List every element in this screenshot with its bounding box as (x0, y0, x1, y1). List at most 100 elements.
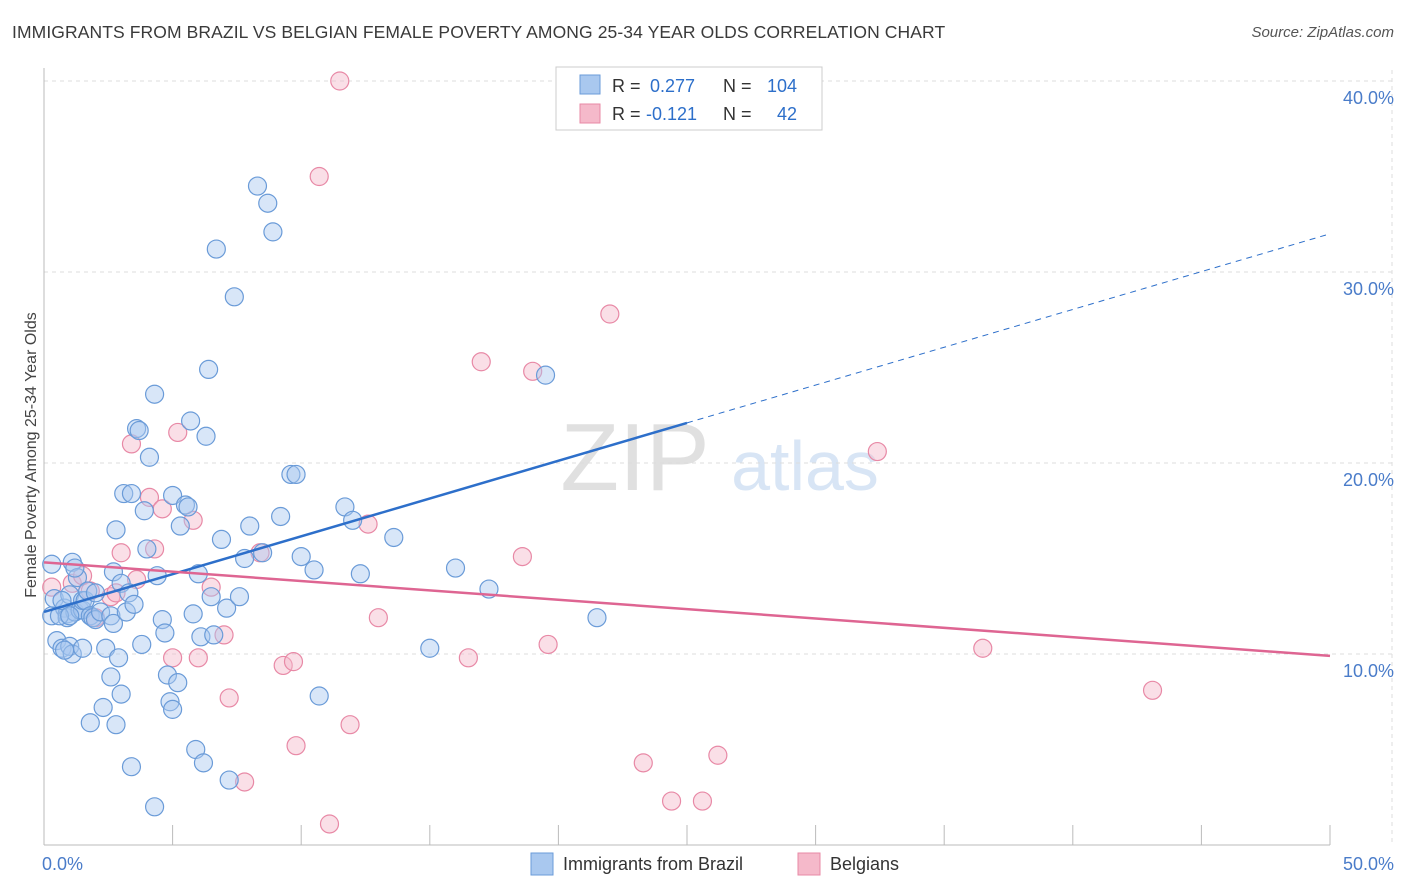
x-tick-label-min: 0.0% (42, 854, 83, 874)
belgians-point-38 (661, 791, 682, 811)
belgians-point-41 (867, 441, 887, 462)
brazil-point-63 (211, 529, 232, 550)
axes (43, 68, 1331, 846)
brazil-point-50 (168, 673, 188, 693)
belgians-point-22 (273, 655, 293, 676)
belgians-point-11 (144, 539, 165, 559)
brazil-point-65 (219, 770, 239, 790)
brazil-point-32 (116, 602, 136, 622)
brazil-point-79 (309, 686, 329, 706)
grid-lines (44, 70, 1393, 845)
brazil-point-54 (181, 411, 201, 431)
brazil-point-72 (258, 193, 278, 213)
brazil-point-103 (65, 558, 85, 578)
brazil-point-37 (129, 420, 149, 441)
belgians-point-28 (340, 715, 360, 735)
legend-swatch-brazil (530, 852, 554, 876)
watermark-atlas: atlas (731, 427, 879, 505)
brazil-point-46 (157, 665, 178, 685)
brazil-point-92 (101, 667, 121, 687)
belgians-point-24 (286, 736, 306, 756)
brazil-point-78 (304, 560, 324, 580)
brazil-point-101 (54, 640, 75, 660)
stats-n-value-brazil: 104 (767, 76, 797, 96)
legend-label-belgians: Belgians (830, 854, 899, 874)
belgians-point-31 (458, 648, 478, 668)
brazil-point-53 (178, 497, 198, 517)
brazil-point-83 (384, 527, 404, 548)
belgians-point-7 (111, 543, 131, 563)
belgians-point-42 (973, 638, 993, 658)
belgians-point-20 (235, 772, 255, 792)
belgians-point-33 (512, 546, 532, 567)
brazil-point-90 (80, 713, 100, 733)
brazil-point-39 (134, 501, 154, 521)
brazil-point-85 (445, 558, 466, 578)
stats-n-value-belgians: 42 (777, 104, 797, 124)
belgians-point-30 (368, 608, 388, 628)
brazil-point-82 (350, 564, 370, 584)
belgians-point-32 (471, 352, 491, 372)
brazil-point-45 (155, 623, 175, 643)
y-tick-label-10: 10.0% (1343, 661, 1394, 681)
stats-r-label-brazil: R = (612, 76, 641, 96)
brazil-point-35 (124, 594, 144, 614)
brazil-point-69 (240, 516, 260, 536)
brazil-point-67 (229, 587, 250, 607)
stats-swatch-belgians (579, 103, 601, 124)
brazil-point-75 (281, 464, 301, 485)
brazil-point-23 (90, 602, 111, 622)
brazil-point-76 (286, 464, 306, 485)
brazil-point-77 (291, 546, 311, 567)
belgians-point-14 (168, 422, 188, 443)
brazil-point-25 (101, 606, 121, 626)
stats-swatch-brazil (579, 74, 601, 95)
belgians-point-1 (62, 573, 82, 593)
stats-r-value-belgians: -0.121 (646, 104, 697, 124)
brazil-point-61 (204, 625, 224, 645)
belgians-trend-line (43, 561, 1331, 658)
brazil-point-47 (160, 692, 180, 712)
bottom-legend: Immigrants from Brazil Belgians (530, 852, 899, 876)
belgians-point-13 (163, 648, 183, 668)
belgians-point-40 (708, 745, 728, 765)
belgians-point-0 (42, 577, 62, 597)
y-axis-label: Female Poverty Among 25-34 Year Olds (23, 312, 40, 598)
belgians-point-27 (330, 71, 350, 91)
belgians-point-37 (633, 753, 653, 773)
brazil-point-55 (183, 604, 203, 624)
brazil-point-88 (587, 608, 607, 628)
brazil-point-40 (137, 539, 157, 559)
brazil-point-98 (193, 753, 214, 773)
brazil-point-26 (103, 613, 124, 634)
brazil-point-29 (108, 648, 129, 668)
brazil-point-60 (201, 587, 221, 607)
belgians-point-36 (600, 304, 620, 324)
stats-n-label-belgians: N = (723, 104, 752, 124)
brazil-point-51 (170, 516, 190, 536)
x-tick-label-max: 50.0% (1343, 854, 1394, 874)
brazil-point-24 (96, 638, 116, 658)
brazil-point-41 (139, 447, 160, 467)
brazil-point-89 (72, 638, 93, 658)
brazil-point-87 (535, 365, 556, 385)
belgians-point-43 (1142, 680, 1163, 700)
brazil-point-48 (163, 485, 183, 506)
belgians-point-23 (283, 652, 304, 672)
trend-lines (43, 233, 1331, 658)
belgians-point-26 (319, 814, 340, 834)
brazil-point-66 (224, 287, 244, 307)
belgians-point-35 (538, 634, 558, 655)
brazil-point-94 (111, 684, 131, 704)
belgians-point-25 (309, 166, 329, 187)
brazil-point-38 (132, 634, 152, 655)
brazil-point-93 (106, 715, 126, 735)
y-tick-label-40: 40.0% (1343, 88, 1394, 108)
stats-r-value-brazil: 0.277 (650, 76, 695, 96)
brazil-point-49 (163, 699, 183, 719)
stats-legend: R = 0.277 N = 104 R = -0.121 N = 42 (555, 66, 823, 131)
brazil-point-73 (263, 222, 283, 242)
brazil-point-2 (44, 589, 64, 609)
